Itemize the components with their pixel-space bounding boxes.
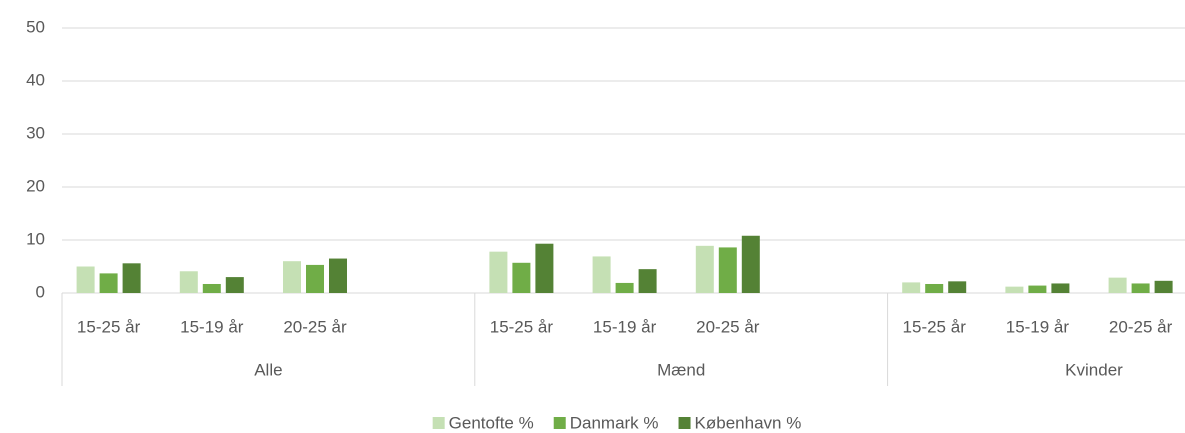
bar	[512, 262, 531, 293]
bar	[535, 243, 554, 293]
y-tick-label: 20	[26, 176, 45, 195]
bar	[695, 245, 714, 293]
x-tick-label: 20-25 år	[283, 317, 347, 336]
y-tick-label: 0	[36, 282, 45, 301]
bar	[225, 277, 244, 293]
x-tick-label: 20-25 år	[696, 317, 760, 336]
bar	[948, 281, 967, 293]
bar	[925, 283, 944, 293]
bar	[1154, 280, 1173, 293]
x-tick-label: 15-19 år	[180, 317, 244, 336]
bar	[329, 258, 347, 293]
bar	[1051, 283, 1070, 293]
bar	[76, 266, 95, 293]
legend-swatch	[553, 417, 566, 429]
legend-label: Gentofte %	[449, 413, 534, 432]
x-tick-label: 15-19 år	[593, 317, 657, 336]
group-label: Kvinder	[1065, 360, 1123, 379]
bar	[718, 247, 737, 293]
group-label: Mænd	[657, 360, 705, 379]
bar	[489, 251, 508, 293]
y-tick-label: 10	[26, 229, 45, 248]
bar	[1028, 285, 1047, 293]
x-tick-label: 15-19 år	[1006, 317, 1070, 336]
legend-label: København %	[695, 413, 802, 432]
group-label: Alle	[254, 360, 282, 379]
y-tick-label: 30	[26, 123, 45, 142]
legend-label: Danmark %	[570, 413, 659, 432]
bar	[1108, 277, 1127, 293]
x-tick-label: 20-25 år	[1109, 317, 1173, 336]
bar	[1005, 286, 1024, 293]
bar	[592, 256, 611, 293]
bar	[306, 264, 324, 293]
bar	[615, 282, 634, 293]
bar	[179, 271, 198, 293]
bar	[902, 282, 921, 293]
x-tick-label: 15-25 år	[77, 317, 141, 336]
legend-swatch	[432, 417, 445, 429]
bar	[122, 263, 141, 293]
bar	[1131, 283, 1150, 293]
bar	[202, 283, 221, 293]
bar	[638, 269, 657, 293]
y-tick-label: 50	[26, 17, 45, 36]
x-tick-label: 15-25 år	[490, 317, 554, 336]
bar	[741, 235, 760, 293]
x-tick-label: 15-25 år	[903, 317, 967, 336]
bar	[99, 273, 118, 293]
y-tick-label: 40	[26, 70, 45, 89]
legend-swatch	[678, 417, 691, 429]
bar	[283, 261, 301, 293]
